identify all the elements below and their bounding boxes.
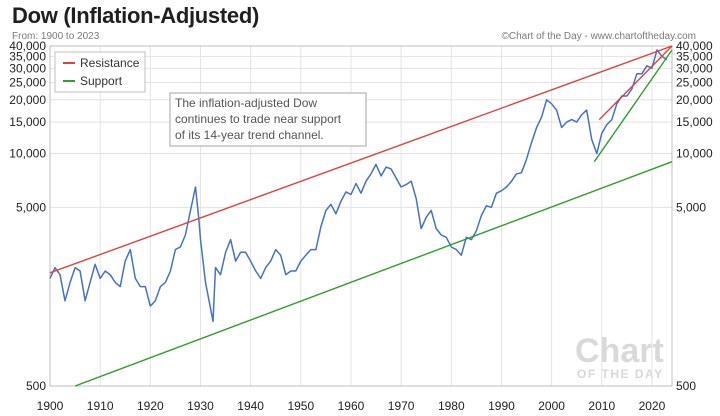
chart-credit: ©Chart of the Day - www.chartoftheday.co…: [501, 31, 696, 42]
annotation-line-2: continues to trade near support: [175, 112, 342, 126]
resistance-line: [49, 45, 673, 274]
y-tick-label-left: 500: [26, 379, 46, 393]
y-tick-label-right: 25,000: [676, 75, 713, 89]
x-tick-label: 1950: [287, 399, 314, 413]
support-line: [74, 161, 673, 387]
annotation-line-3: of its 14-year trend channel.: [175, 128, 324, 142]
legend-box: [54, 51, 146, 93]
dow-line: [49, 49, 668, 323]
x-tick-label: 1930: [187, 399, 214, 413]
y-tick-label-right: 500: [676, 379, 696, 393]
watermark-line2: OF THE DAY: [577, 367, 664, 381]
y-tick-label-right: 40,000: [676, 39, 713, 53]
x-tick-label: 2020: [639, 399, 666, 413]
chart-title: Dow (Inflation-Adjusted): [12, 3, 259, 28]
watermark: Chart OF THE DAY: [575, 332, 664, 381]
y-tick-label-right: 10,000: [676, 147, 713, 161]
y-tick-label-left: 10,000: [9, 147, 46, 161]
annotation-line-1: The inflation-adjusted Dow: [175, 96, 317, 110]
y-tick-label-left: 40,000: [9, 39, 46, 53]
x-tick-label: 1970: [388, 399, 415, 413]
chart-subtitle: From: 1900 to 2023: [12, 31, 100, 42]
y-tick-label-right: 35,000: [676, 49, 713, 63]
watermark-line1: Chart: [575, 332, 664, 370]
legend-label-support: Support: [80, 74, 123, 88]
y-tick-label-left: 15,000: [9, 115, 46, 129]
annotation-border: [169, 92, 367, 147]
x-tick-label: 1910: [87, 399, 114, 413]
annotation-box: The inflation-adjusted Dow continues to …: [169, 92, 367, 147]
y-tick-label-right: 5,000: [676, 200, 706, 214]
legend: Resistance Support: [54, 51, 146, 93]
y-tick-label-left: 35,000: [9, 49, 46, 63]
x-tick-label: 1940: [237, 399, 264, 413]
legend-label-resistance: Resistance: [80, 56, 140, 70]
series-layer: [49, 45, 673, 387]
y-tick-label-right: 30,000: [676, 61, 713, 75]
x-tick-label: 2010: [588, 399, 615, 413]
support-line-recent: [593, 49, 673, 163]
y-tick-label-left: 30,000: [9, 61, 46, 75]
x-tick-label: 1900: [37, 399, 64, 413]
y-tick-label-left: 25,000: [9, 75, 46, 89]
plot-border: [49, 45, 673, 387]
axis-ticks: 1900 1910 1920 1930 1940 1950 1960 1970 1980 1990…: [9, 39, 713, 413]
y-tick-label-left: 20,000: [9, 93, 46, 107]
resistance-line-recent: [598, 45, 673, 121]
y-tick-label-left: 5,000: [16, 200, 46, 214]
x-tick-label: 1960: [338, 399, 365, 413]
y-tick-label-right: 20,000: [676, 93, 713, 107]
x-tick-label: 2000: [538, 399, 565, 413]
y-tick-label-right: 15,000: [676, 115, 713, 129]
x-tick-label: 1990: [488, 399, 515, 413]
x-tick-label: 1980: [438, 399, 465, 413]
x-tick-label: 1920: [137, 399, 164, 413]
